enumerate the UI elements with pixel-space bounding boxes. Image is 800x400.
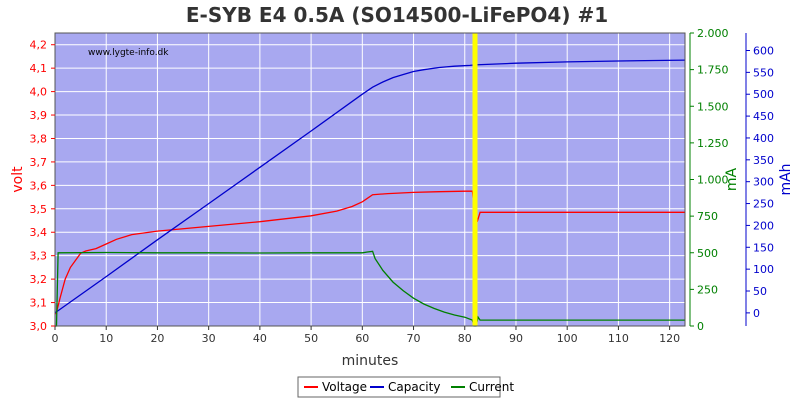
left-tick-label: 3,4 bbox=[30, 226, 48, 239]
right2-tick-label: 150 bbox=[753, 241, 774, 254]
legend-box bbox=[297, 376, 501, 398]
right2-tick-label: 0 bbox=[753, 307, 760, 320]
right1-tick-label: 750 bbox=[697, 210, 718, 223]
series-line-capacity bbox=[54, 59, 686, 314]
left-tick-label: 3,5 bbox=[30, 203, 48, 216]
left-tick-label: 3,6 bbox=[30, 179, 48, 192]
x-tick-label: 110 bbox=[608, 332, 629, 345]
x-tick-label: 30 bbox=[202, 332, 216, 345]
left-tick-label: 4,2 bbox=[30, 39, 48, 52]
right1-tick-label: 250 bbox=[697, 283, 718, 296]
right2-tick-label: 400 bbox=[753, 132, 774, 145]
x-tick-label: 10 bbox=[99, 332, 113, 345]
right2-tick-label: 200 bbox=[753, 219, 774, 232]
chart-title: E-SYB E4 0.5A (SO14500-LiFePO4) #1 bbox=[186, 3, 608, 27]
right2-axis-label: mAh bbox=[778, 163, 794, 195]
legend-label-capacity: Capacity bbox=[388, 380, 440, 394]
left-tick-label: 4,0 bbox=[30, 86, 48, 99]
legend-label-current: Current bbox=[469, 380, 514, 394]
right2-tick-label: 250 bbox=[753, 198, 774, 211]
x-tick-label: 70 bbox=[407, 332, 421, 345]
right1-tick-label: 0 bbox=[697, 320, 704, 333]
right2-tick-label: 500 bbox=[753, 88, 774, 101]
right2-tick-label: 350 bbox=[753, 154, 774, 167]
left-axis-label: volt bbox=[10, 166, 26, 193]
marker-band bbox=[472, 33, 478, 326]
x-tick-label: 40 bbox=[253, 332, 267, 345]
right1-tick-label: 1.750 bbox=[697, 64, 729, 77]
right2-tick-label: 50 bbox=[753, 285, 767, 298]
left-tick-label: 4,1 bbox=[30, 62, 48, 75]
right1-tick-label: 2.000 bbox=[697, 27, 729, 40]
left-tick-label: 3,1 bbox=[30, 297, 48, 310]
x-tick-label: 100 bbox=[557, 332, 578, 345]
right2-tick-label: 450 bbox=[753, 110, 774, 123]
plot-area bbox=[55, 33, 685, 326]
right1-axis-label: mA bbox=[724, 167, 740, 191]
right2-tick-label: 300 bbox=[753, 176, 774, 189]
left-tick-label: 3,2 bbox=[30, 273, 48, 286]
series-line-current bbox=[55, 250, 685, 327]
x-tick-label: 0 bbox=[52, 332, 59, 345]
plot-frame bbox=[54, 32, 686, 327]
right2-tick-label: 600 bbox=[753, 44, 774, 57]
left-tick-label: 3,9 bbox=[30, 109, 48, 122]
left-tick-label: 3,3 bbox=[30, 250, 48, 263]
right1-tick-label: 1.250 bbox=[697, 137, 729, 150]
x-tick-label: 20 bbox=[150, 332, 164, 345]
left-tick-label: 3,7 bbox=[30, 156, 48, 169]
left-tick-label: 3,8 bbox=[30, 132, 48, 145]
legend-label-voltage: Voltage bbox=[322, 380, 367, 394]
x-tick-label: 120 bbox=[659, 332, 680, 345]
right1-tick-label: 1.500 bbox=[697, 100, 729, 113]
left-tick-label: 3,0 bbox=[30, 320, 48, 333]
right1-tick-label: 1.000 bbox=[697, 174, 729, 187]
x-tick-label: 80 bbox=[458, 332, 472, 345]
watermark-text: www.lygte-info.dk bbox=[88, 48, 169, 58]
x-tick-label: 90 bbox=[509, 332, 523, 345]
x-axis-label: minutes bbox=[342, 353, 399, 369]
x-tick-label: 60 bbox=[355, 332, 369, 345]
right1-tick-label: 500 bbox=[697, 247, 718, 260]
right2-tick-label: 550 bbox=[753, 66, 774, 79]
x-tick-label: 50 bbox=[304, 332, 318, 345]
right2-tick-label: 100 bbox=[753, 263, 774, 276]
